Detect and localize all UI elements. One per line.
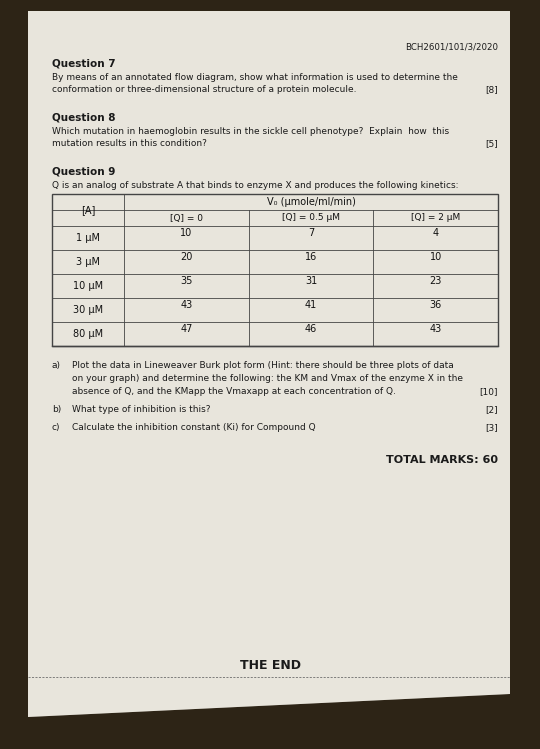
Text: BCH2601/101/3/2020: BCH2601/101/3/2020	[405, 43, 498, 52]
Text: [A]: [A]	[81, 205, 95, 215]
Text: By means of an annotated flow diagram, show what information is used to determin: By means of an annotated flow diagram, s…	[52, 73, 458, 82]
Text: 46: 46	[305, 324, 317, 334]
Text: [Q] = 2 μM: [Q] = 2 μM	[411, 213, 460, 222]
Text: What type of inhibition is this?: What type of inhibition is this?	[72, 405, 211, 414]
Polygon shape	[28, 11, 510, 717]
Text: 30 μM: 30 μM	[73, 305, 103, 315]
Text: on your graph) and determine the following: the KM and Vmax of the enzyme X in t: on your graph) and determine the followi…	[72, 374, 463, 383]
Text: a): a)	[52, 361, 61, 370]
Text: conformation or three-dimensional structure of a protein molecule.: conformation or three-dimensional struct…	[52, 85, 356, 94]
Text: Plot the data in Lineweaver Burk plot form (Hint: there should be three plots of: Plot the data in Lineweaver Burk plot fo…	[72, 361, 454, 370]
Text: 31: 31	[305, 276, 317, 285]
Text: 16: 16	[305, 252, 317, 261]
Text: 20: 20	[180, 252, 193, 261]
Text: V₀ (μmole/ml/min): V₀ (μmole/ml/min)	[267, 197, 355, 207]
Text: 43: 43	[429, 324, 442, 334]
Text: THE END: THE END	[240, 659, 300, 672]
Text: Question 8: Question 8	[52, 113, 116, 123]
Text: Question 9: Question 9	[52, 167, 116, 177]
Text: 36: 36	[429, 300, 442, 310]
Text: Which mutation in haemoglobin results in the sickle cell phenotype?  Explain  ho: Which mutation in haemoglobin results in…	[52, 127, 449, 136]
Text: c): c)	[52, 423, 60, 432]
Text: 3 μM: 3 μM	[76, 257, 100, 267]
Text: Calculate the inhibition constant (Ki) for Compound Q: Calculate the inhibition constant (Ki) f…	[72, 423, 315, 432]
Text: b): b)	[52, 405, 61, 414]
Text: mutation results in this condition?: mutation results in this condition?	[52, 139, 207, 148]
Bar	[52, 194, 498, 346]
Text: TOTAL MARKS: 60: TOTAL MARKS: 60	[386, 455, 498, 465]
Text: [5]: [5]	[485, 139, 498, 148]
Text: 35: 35	[180, 276, 193, 285]
Text: 80 μM: 80 μM	[73, 329, 103, 339]
Text: 4: 4	[433, 228, 438, 237]
Text: 1 μM: 1 μM	[76, 233, 100, 243]
Text: 41: 41	[305, 300, 317, 310]
Text: absence of Q, and the KMapp the Vmaxapp at each concentration of Q.: absence of Q, and the KMapp the Vmaxapp …	[72, 387, 396, 396]
Text: [2]: [2]	[485, 405, 498, 414]
Text: Q is an analog of substrate A that binds to enzyme X and produces the following : Q is an analog of substrate A that binds…	[52, 181, 458, 190]
Text: [10]: [10]	[480, 387, 498, 396]
Text: 47: 47	[180, 324, 193, 334]
Text: [8]: [8]	[485, 85, 498, 94]
Text: Question 7: Question 7	[52, 59, 116, 69]
Text: [3]: [3]	[485, 423, 498, 432]
Text: 10: 10	[429, 252, 442, 261]
Polygon shape	[28, 11, 510, 717]
Text: 43: 43	[180, 300, 192, 310]
Text: [Q] = 0.5 μM: [Q] = 0.5 μM	[282, 213, 340, 222]
Text: 10 μM: 10 μM	[73, 281, 103, 291]
Text: 7: 7	[308, 228, 314, 237]
Text: 23: 23	[429, 276, 442, 285]
Text: [Q] = 0: [Q] = 0	[170, 213, 203, 222]
Text: 10: 10	[180, 228, 192, 237]
